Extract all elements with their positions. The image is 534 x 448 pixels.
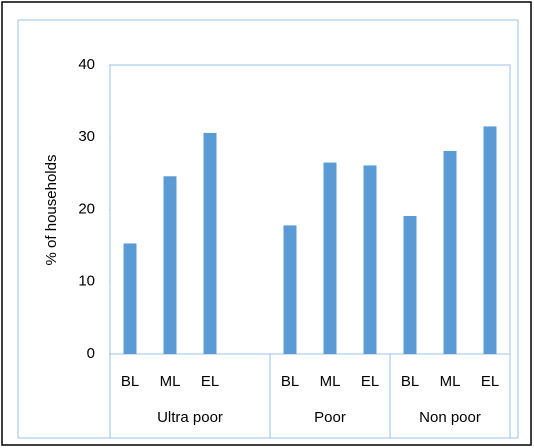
- y-tick-label: 20: [78, 200, 95, 217]
- x-tick-label: EL: [201, 373, 219, 390]
- bar: [363, 165, 377, 354]
- y-tick-label: 0: [87, 345, 95, 362]
- bar: [323, 162, 337, 354]
- chart-frame: [17, 19, 519, 439]
- group-label: Ultra poor: [157, 409, 223, 426]
- y-tick-label: 30: [78, 128, 95, 145]
- x-tick-label: ML: [320, 373, 341, 390]
- bar: [123, 243, 137, 354]
- y-tick-label: 40: [78, 56, 95, 73]
- bar: [443, 150, 457, 354]
- bar: [483, 126, 497, 354]
- group-label: Non poor: [419, 409, 481, 426]
- bar: [403, 216, 417, 354]
- bar: [163, 176, 177, 354]
- x-tick-label: BL: [121, 373, 139, 390]
- x-tick-label: BL: [401, 373, 419, 390]
- bar: [203, 132, 217, 354]
- group-label: Poor: [314, 409, 346, 426]
- x-tick-label: BL: [281, 373, 299, 390]
- y-tick-label: 10: [78, 273, 95, 290]
- x-tick-label: EL: [481, 373, 499, 390]
- x-tick-label: EL: [361, 373, 379, 390]
- bar: [283, 225, 297, 354]
- y-axis-label: % of households: [43, 155, 60, 266]
- x-tick-label: ML: [160, 373, 181, 390]
- x-tick-label: ML: [440, 373, 461, 390]
